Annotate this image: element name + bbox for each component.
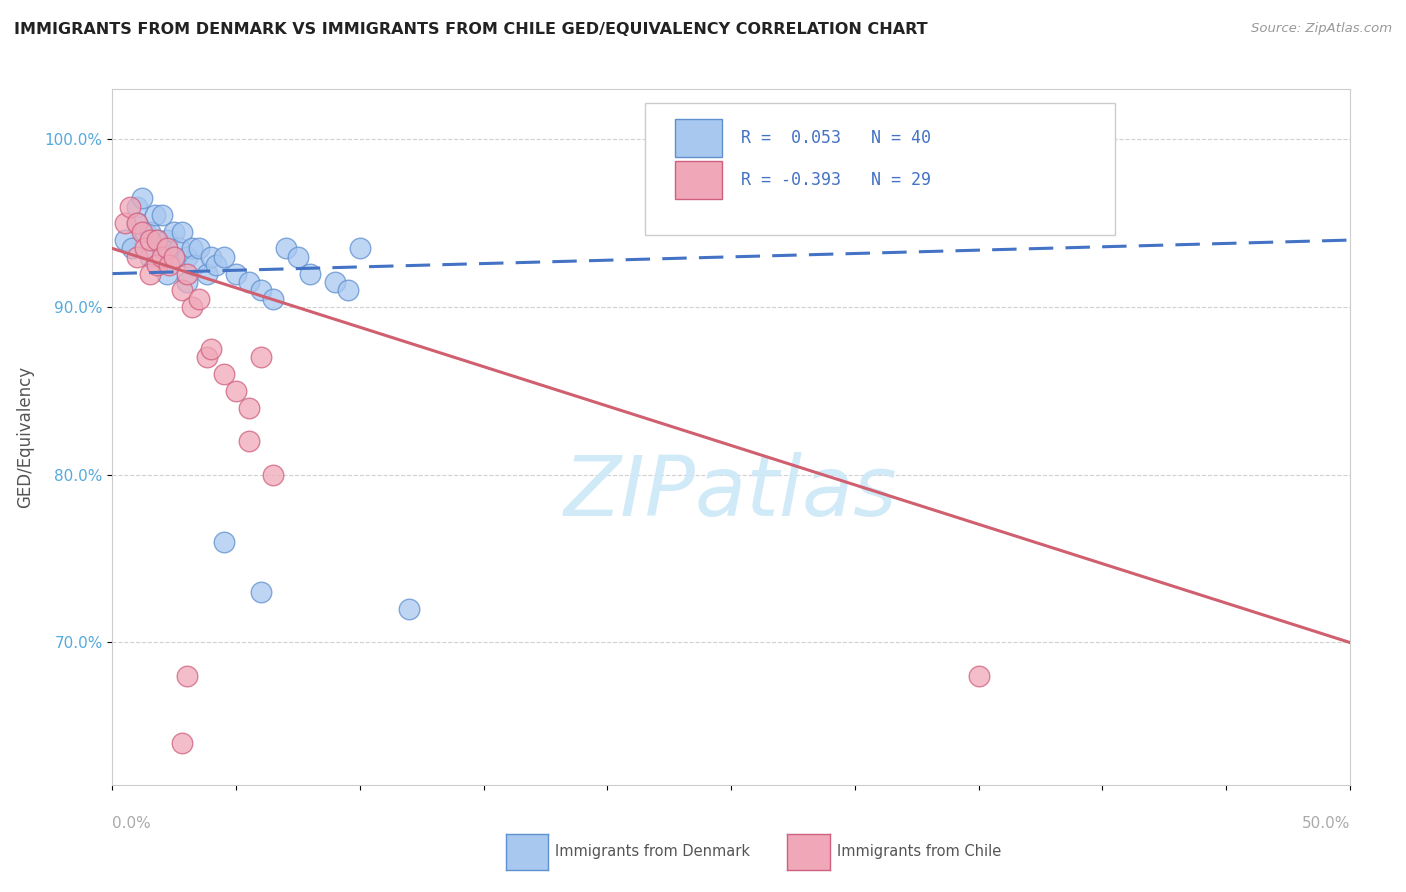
Point xyxy=(146,233,169,247)
Point xyxy=(287,250,309,264)
Point xyxy=(163,250,186,264)
Point xyxy=(156,242,179,256)
Point xyxy=(138,225,160,239)
Point xyxy=(238,275,260,289)
Point xyxy=(176,267,198,281)
Point xyxy=(205,258,228,272)
Point xyxy=(163,250,186,264)
Point xyxy=(150,242,173,256)
Point xyxy=(163,225,186,239)
Point xyxy=(250,284,273,298)
Text: Immigrants from Denmark: Immigrants from Denmark xyxy=(555,845,751,859)
Point xyxy=(238,434,260,449)
Point xyxy=(200,342,222,356)
Point xyxy=(183,258,205,272)
Bar xyxy=(675,119,723,157)
Point xyxy=(114,233,136,247)
Point xyxy=(336,284,359,298)
Point xyxy=(146,233,169,247)
Point xyxy=(131,191,153,205)
Bar xyxy=(675,161,723,199)
Point xyxy=(180,242,202,256)
Text: 50.0%: 50.0% xyxy=(1302,816,1350,831)
Point xyxy=(967,669,990,683)
Point xyxy=(127,216,149,230)
Point xyxy=(157,258,180,272)
Point xyxy=(156,233,179,247)
Text: ZIPatlas: ZIPatlas xyxy=(564,452,898,533)
Point xyxy=(138,267,160,281)
Point xyxy=(118,200,141,214)
Point xyxy=(134,225,156,239)
Point xyxy=(323,275,346,289)
Point xyxy=(127,200,149,214)
Point xyxy=(169,242,191,256)
Point xyxy=(134,242,156,256)
Point xyxy=(176,669,198,683)
Point xyxy=(195,351,218,365)
Point xyxy=(212,250,235,264)
Point xyxy=(114,216,136,230)
Point xyxy=(238,401,260,415)
Point xyxy=(250,351,273,365)
Point xyxy=(188,242,211,256)
Point xyxy=(250,585,273,599)
Text: Immigrants from Chile: Immigrants from Chile xyxy=(837,845,1001,859)
Point xyxy=(212,368,235,382)
Point xyxy=(200,250,222,264)
Point xyxy=(150,250,173,264)
Point xyxy=(146,258,169,272)
Y-axis label: GED/Equivalency: GED/Equivalency xyxy=(15,366,34,508)
Point xyxy=(170,225,193,239)
Point xyxy=(138,233,160,247)
Point xyxy=(398,602,420,616)
Point xyxy=(138,250,160,264)
FancyBboxPatch shape xyxy=(644,103,1115,235)
Text: R =  0.053   N = 40: R = 0.053 N = 40 xyxy=(741,129,931,147)
Point xyxy=(127,216,149,230)
Point xyxy=(170,736,193,750)
Point xyxy=(195,267,218,281)
Point xyxy=(349,242,371,256)
Text: Source: ZipAtlas.com: Source: ZipAtlas.com xyxy=(1251,22,1392,36)
Point xyxy=(176,275,198,289)
Point xyxy=(176,250,198,264)
Point xyxy=(274,242,297,256)
Text: 0.0%: 0.0% xyxy=(112,816,152,831)
Point xyxy=(212,534,235,549)
Point xyxy=(188,292,211,306)
Text: IMMIGRANTS FROM DENMARK VS IMMIGRANTS FROM CHILE GED/EQUIVALENCY CORRELATION CHA: IMMIGRANTS FROM DENMARK VS IMMIGRANTS FR… xyxy=(14,22,928,37)
Point xyxy=(225,267,247,281)
Point xyxy=(121,242,143,256)
Point xyxy=(131,225,153,239)
Point xyxy=(143,208,166,222)
Point xyxy=(156,267,179,281)
Point xyxy=(262,292,284,306)
Point xyxy=(170,284,193,298)
Point xyxy=(180,300,202,314)
Point xyxy=(150,208,173,222)
Point xyxy=(225,384,247,398)
Point xyxy=(127,250,149,264)
Point xyxy=(299,267,322,281)
Text: R = -0.393   N = 29: R = -0.393 N = 29 xyxy=(741,170,931,188)
Point xyxy=(262,467,284,482)
